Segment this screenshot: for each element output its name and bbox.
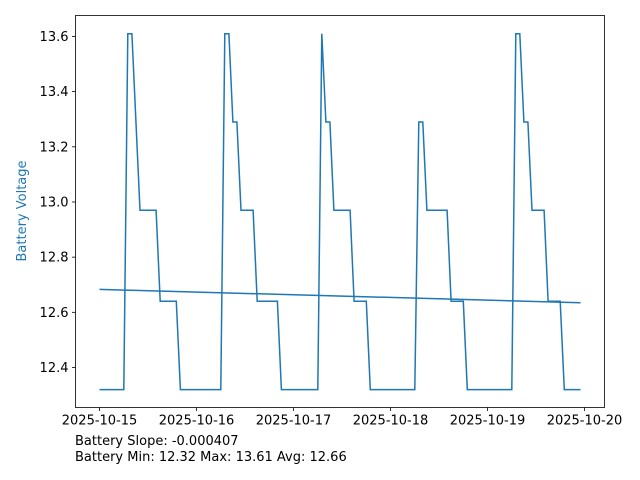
plot-lines (99, 32, 581, 391)
y-tick-label: 12.8 (40, 251, 69, 266)
y-tick-label: 12.4 (40, 361, 69, 376)
trend-line (99, 288, 581, 304)
y-tick-label: 12.6 (40, 306, 69, 321)
x-tick-label: 2025-10-18 (353, 414, 429, 429)
x-tick-label: 2025-10-20 (547, 414, 623, 429)
y-axis: 12.4 12.6 12.8 13.0 13.2 13.4 13.6 (40, 30, 76, 376)
y-tick-label: 13.0 (40, 195, 69, 210)
battery-slope-text: Battery Slope: -0.000407 (75, 434, 239, 449)
x-tick-label: 2025-10-19 (450, 414, 526, 429)
axes-frame (75, 15, 605, 408)
y-tick-label: 13.2 (40, 140, 69, 155)
y-axis-label: Battery Voltage (15, 160, 30, 261)
x-tick-label: 2025-10-15 (62, 414, 138, 429)
battery-summary-text: Battery Min: 12.32 Max: 13.61 Avg: 12.66 (75, 450, 347, 465)
y-tick-label: 13.4 (40, 85, 69, 100)
x-axis: 2025-10-15 2025-10-16 2025-10-17 2025-10-18… (62, 407, 623, 429)
voltage-line (99, 32, 581, 391)
x-tick-label: 2025-10-16 (159, 414, 235, 429)
x-tick-label: 2025-10-17 (256, 414, 332, 429)
y-tick-label: 13.6 (40, 30, 69, 45)
